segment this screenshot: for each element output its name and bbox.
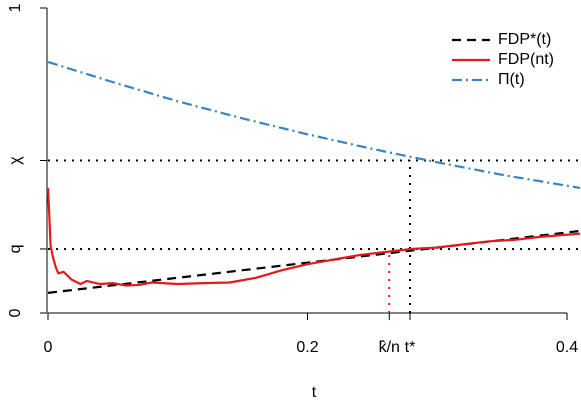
x-tick-label: t* [405, 339, 416, 356]
y-tick-label: q [7, 244, 24, 253]
x-tick-label: k̂/n [379, 339, 400, 356]
y-tick-label: χ [7, 156, 24, 165]
y-tick-label: 1 [7, 3, 24, 12]
y-tick-label: 0 [7, 308, 24, 317]
legend-label: FDP*(t) [498, 31, 551, 48]
x-tick-label: 0 [44, 339, 53, 356]
x-axis-label: t [312, 384, 317, 401]
legend-label: FDP(nt) [498, 51, 554, 68]
legend-label: Π(t) [498, 71, 525, 88]
x-tick-label: 0.4 [556, 339, 578, 356]
x-tick-label: 0.2 [296, 339, 318, 356]
series-line [46, 187, 581, 287]
series-line [47, 60, 581, 190]
